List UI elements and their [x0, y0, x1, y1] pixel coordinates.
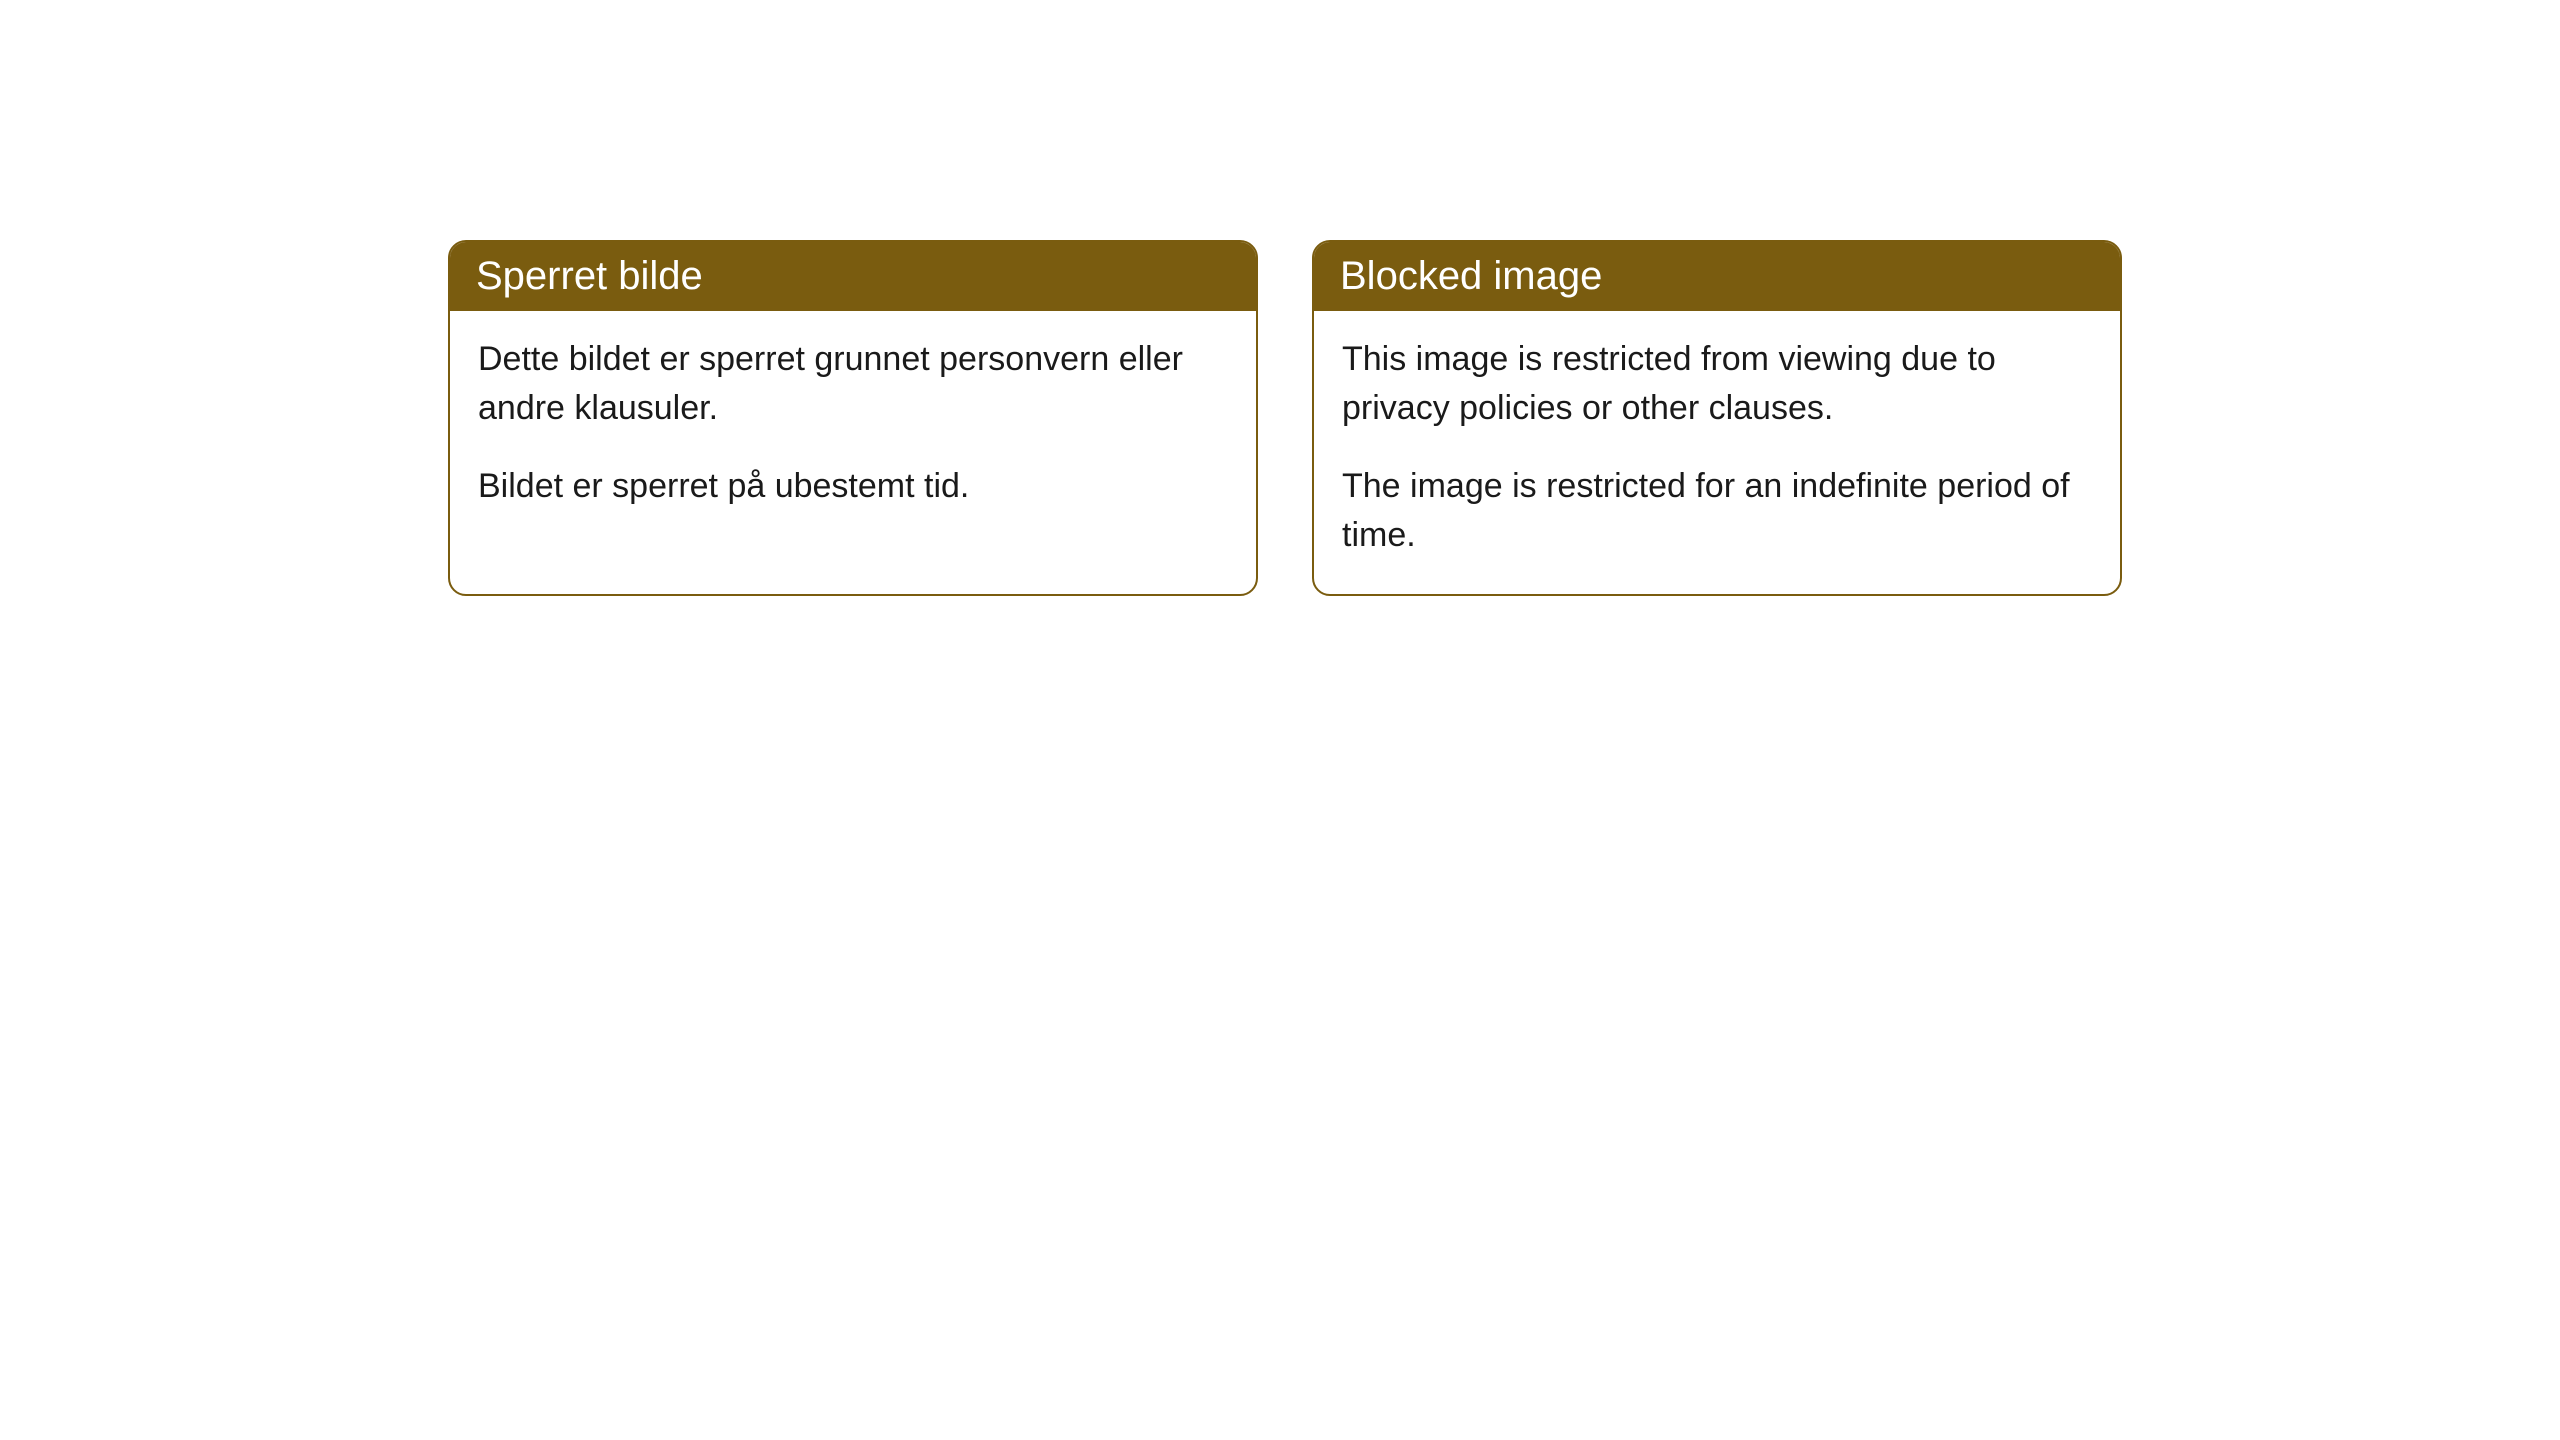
- card-title-en: Blocked image: [1340, 254, 1602, 298]
- card-body-no: Dette bildet er sperret grunnet personve…: [450, 311, 1256, 545]
- blocked-image-card-en: Blocked image This image is restricted f…: [1312, 240, 2122, 596]
- card-paragraph2-en: The image is restricted for an indefinit…: [1342, 462, 2092, 561]
- card-paragraph1-en: This image is restricted from viewing du…: [1342, 335, 2092, 434]
- card-paragraph2-no: Bildet er sperret på ubestemt tid.: [478, 462, 1228, 511]
- notice-cards-container: Sperret bilde Dette bildet er sperret gr…: [448, 240, 2122, 596]
- card-paragraph1-no: Dette bildet er sperret grunnet personve…: [478, 335, 1228, 434]
- card-title-no: Sperret bilde: [476, 254, 703, 298]
- card-header-no: Sperret bilde: [450, 242, 1256, 311]
- card-header-en: Blocked image: [1314, 242, 2120, 311]
- blocked-image-card-no: Sperret bilde Dette bildet er sperret gr…: [448, 240, 1258, 596]
- card-body-en: This image is restricted from viewing du…: [1314, 311, 2120, 594]
